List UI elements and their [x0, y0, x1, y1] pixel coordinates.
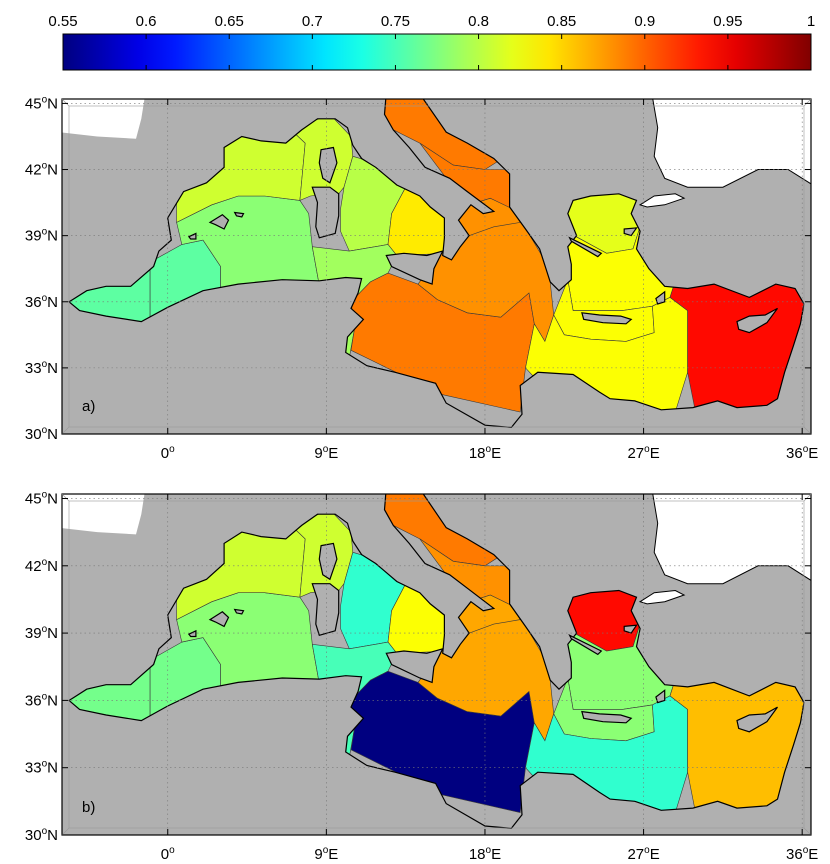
lat-tick-label: 42oN — [25, 557, 58, 575]
map-frame-corner — [61, 493, 70, 502]
black-sea-blank — [652, 494, 811, 585]
lat-tick-label: 45oN — [25, 489, 58, 507]
map-panel-a: 0o 9oE 18oE 27oE 36oE 45oN 42oN 39oN 36oN 33oN 30o… — [25, 94, 818, 462]
island-lesvos — [623, 624, 638, 634]
colorbar-tick-label: 0.8 — [468, 13, 489, 30]
coastline — [67, 99, 805, 429]
island-mallorca — [208, 611, 230, 628]
colorbar-tick-label: 0.7 — [302, 13, 323, 30]
map-frame-corner — [803, 426, 812, 435]
lon-tick-label: 9oE — [314, 845, 338, 863]
colorbar-gradient — [62, 33, 812, 71]
colorbar-tick-label: 0.55 — [48, 13, 77, 30]
lon-tick-label: 18oE — [469, 845, 501, 863]
coastline — [67, 494, 805, 829]
island-rhodes — [655, 290, 666, 305]
lat-tick-label: 30oN — [25, 826, 58, 844]
panel-label: a) — [82, 398, 95, 415]
colorbar-tick-label: 0.65 — [215, 13, 244, 30]
lat-tick-label: 39oN — [25, 624, 58, 642]
map-panel-b: 0o 9oE 18oE 27oE 36oE 45oN 42oN 39oN 36oN 33oN 30o… — [25, 489, 818, 863]
map-frame-corner — [61, 98, 70, 107]
map-frame — [61, 493, 812, 836]
island-crete — [581, 710, 633, 724]
island-sicily — [385, 250, 444, 285]
map-frame-corner — [803, 98, 812, 107]
colorbar: 0.55 0.6 0.65 0.7 0.75 0.8 0.85 0.9 0.95 1 — [48, 13, 815, 71]
map-frame-corner — [803, 827, 812, 836]
island-menorca — [233, 211, 245, 218]
colorbar-tick-label: 0.95 — [713, 13, 742, 30]
map-frame — [61, 98, 812, 435]
lat-tick-label: 45oN — [25, 94, 58, 112]
marmara-blank — [638, 589, 686, 605]
island-lesvos — [623, 227, 638, 237]
lat-tick-label: 33oN — [25, 359, 58, 377]
colorbar-tick-label: 0.6 — [136, 13, 157, 30]
map-area — [62, 99, 811, 434]
lon-tick-label: 9oE — [314, 444, 338, 462]
lon-tick-label: 0o — [161, 845, 175, 863]
lat-tick-label: 33oN — [25, 759, 58, 777]
colorbar-tick-label: 0.9 — [634, 13, 655, 30]
colorbar-tick-label: 1 — [807, 13, 815, 30]
lon-tick-label: 27oE — [627, 444, 659, 462]
island-corsica — [318, 542, 338, 581]
map-area — [62, 494, 811, 835]
island-sardinia — [311, 186, 340, 239]
lat-tick-label: 39oN — [25, 227, 58, 245]
island-corsica — [318, 146, 338, 184]
graticule — [62, 494, 811, 835]
atlantic-blank — [62, 99, 145, 139]
lat-tick-label: 42oN — [25, 161, 58, 179]
island-sicily — [385, 647, 444, 684]
colorbar-tick-label: 0.85 — [547, 13, 576, 30]
island-rhodes — [655, 689, 666, 704]
lat-tick-label: 36oN — [25, 293, 58, 311]
island-crete — [581, 312, 633, 325]
graticule — [62, 99, 811, 434]
colorbar-tick-label: 0.75 — [381, 13, 410, 30]
lat-tick-label: 30oN — [25, 425, 58, 443]
lon-tick-label: 36oE — [786, 444, 818, 462]
lon-tick-label: 36oE — [786, 845, 818, 863]
lon-tick-label: 27oE — [627, 845, 659, 863]
map-frame-corner — [61, 426, 70, 435]
lon-tick-label: 18oE — [469, 444, 501, 462]
island-cyprus — [736, 307, 778, 334]
island-menorca — [233, 608, 245, 615]
map-frame-corner — [61, 827, 70, 836]
island-euboea — [568, 633, 603, 656]
map-frame-corner — [803, 493, 812, 502]
marmara-blank — [638, 193, 686, 208]
island-cyprus — [736, 706, 778, 733]
island-euboea — [568, 236, 603, 258]
island-sardinia — [311, 583, 340, 637]
lat-tick-label: 36oN — [25, 691, 58, 709]
island-ibiza — [187, 629, 197, 638]
panel-label: b) — [82, 799, 95, 816]
island-ibiza — [187, 232, 197, 240]
atlantic-blank — [62, 494, 145, 535]
map-frame-inner — [68, 500, 805, 829]
black-sea-blank — [652, 99, 811, 188]
lon-tick-label: 0o — [161, 444, 175, 462]
map-frame-inner — [68, 105, 805, 428]
island-mallorca — [208, 213, 230, 230]
